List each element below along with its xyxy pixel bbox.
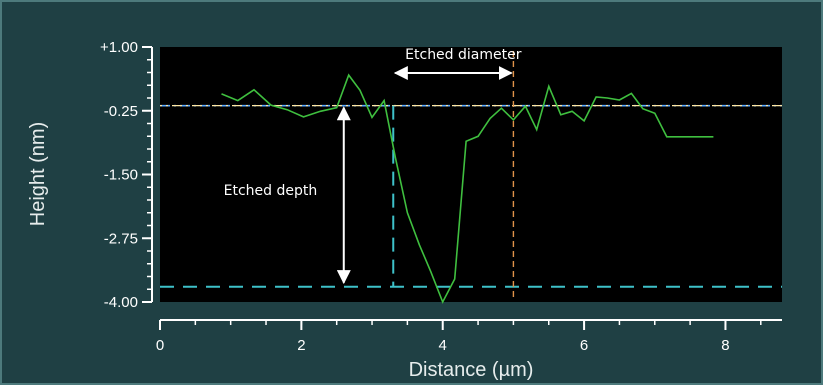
x-tick-label: 4 xyxy=(439,337,447,354)
y-axis-title: Height (nm) xyxy=(27,122,49,226)
y-tick-label: +1.00 xyxy=(100,39,138,56)
x-tick-label: 0 xyxy=(156,337,164,354)
x-tick-label: 2 xyxy=(297,337,305,354)
plot-area xyxy=(160,47,782,302)
y-tick-label: -0.25 xyxy=(104,103,138,120)
height-profile-line xyxy=(221,73,714,304)
etched-depth-label: Etched depth xyxy=(224,183,318,199)
x-axis-title: Distance (µm) xyxy=(409,359,534,381)
y-tick-label: -4.00 xyxy=(104,294,138,311)
x-tick-label: 6 xyxy=(580,337,588,354)
etched-diameter-label: Etched diameter xyxy=(405,47,522,63)
x-tick-label: 8 xyxy=(721,337,729,354)
y-tick-label: -2.75 xyxy=(104,230,138,247)
y-tick-label: -1.50 xyxy=(104,167,138,184)
